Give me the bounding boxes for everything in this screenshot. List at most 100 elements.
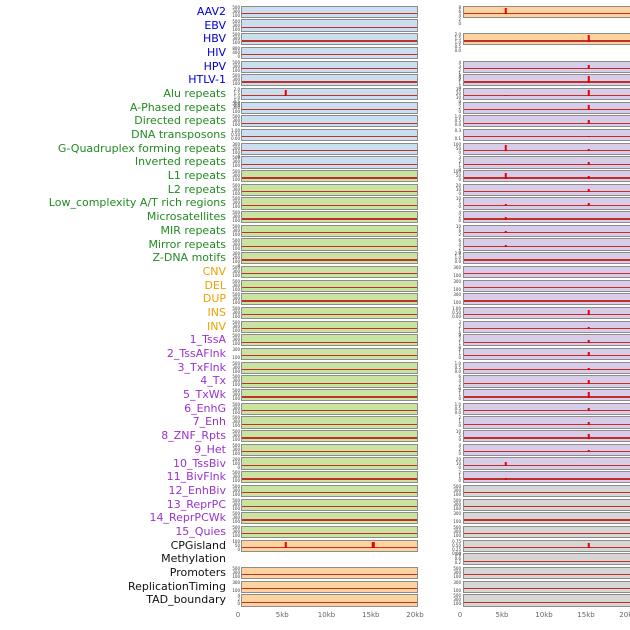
ytick-label: 0.25: [452, 546, 461, 552]
track-panel-left: [241, 498, 418, 511]
ytick-label: 300: [232, 296, 240, 302]
signal-baseline: [242, 40, 417, 42]
ytick-label: 6: [458, 8, 461, 14]
left-panel-yticks: 500 300 100: [229, 156, 241, 168]
track-panel-right: [463, 238, 630, 251]
left-panel-yticks: 500 300 100: [229, 567, 241, 579]
ytick-label: 300: [232, 159, 240, 165]
left-panel-yticks: 1.00 0.50 0.00: [229, 129, 241, 141]
left-panel-yticks: 500 300 100: [229, 483, 241, 497]
x-axis-tick-label: 15kb: [362, 611, 380, 620]
track-row: Directed repeats 500 300 100 1.0 0.5 0.0: [0, 115, 630, 129]
ytick-label: 4: [458, 241, 461, 247]
signal-peak: [587, 542, 590, 549]
ytick-label: 100: [453, 574, 461, 580]
row-label: 5_TxWk: [183, 389, 226, 402]
ytick-label: 0.50: [231, 132, 240, 138]
ytick-label: 500: [453, 524, 461, 530]
row-label: 11_BivFlnk: [166, 471, 226, 484]
ytick-label: 2: [458, 16, 461, 22]
ytick-label: 2: [458, 347, 461, 353]
signal-baseline: [242, 341, 417, 343]
signal-baseline: [242, 204, 417, 206]
ytick-label: 300: [232, 141, 240, 147]
ytick-label: 100: [453, 601, 461, 607]
ytick-label: 500: [232, 223, 240, 229]
ytick-label: 20: [455, 182, 461, 188]
left-panel-yticks: 500 300 100: [229, 334, 241, 346]
track-panel-left: [241, 115, 418, 128]
ytick-label: 0: [237, 546, 240, 552]
row-label: 13_ReprPC: [166, 498, 226, 511]
ytick-label: 100: [453, 532, 461, 538]
ytick-label: 1: [458, 81, 461, 87]
track-row: EBV 500 300 100: [0, 19, 630, 33]
track-row: CPGisland 100 50 0 0.75 0.50 0.25 0.00: [0, 539, 630, 555]
ytick-label: 500: [232, 73, 240, 79]
ytick-label: 1.5: [454, 36, 461, 42]
row-label: HIV: [206, 46, 226, 59]
ytick-label: 500: [232, 333, 240, 339]
track-panel-right: [463, 484, 630, 497]
right-panel-yticks: 500 300 100: [418, 567, 463, 579]
left-panel-yticks: 500 300 100: [229, 60, 241, 73]
track-panel-right: [463, 183, 630, 196]
ytick-label: 400: [232, 49, 240, 55]
ytick-label: 300: [232, 515, 240, 521]
signal-baseline: [464, 355, 630, 357]
track-row: HBV 500 300 100 2.0 1.5 1.0 0.5 0.0: [0, 32, 630, 53]
left-panel-yticks: 800 400 0: [229, 45, 241, 59]
signal-baseline: [242, 519, 417, 521]
ytick-label: 300: [232, 77, 240, 83]
signal-baseline: [464, 382, 630, 384]
signal-peak: [504, 95, 507, 97]
left-panel-yticks: 300 100: [229, 580, 241, 593]
ytick-label: 300: [232, 364, 240, 370]
ytick-label: 100: [232, 149, 240, 155]
left-panel-yticks: 300 100: [229, 348, 241, 360]
ytick-label: 300: [453, 597, 461, 603]
left-panel-yticks: 500 300 100: [229, 360, 241, 374]
ytick-label: 100: [453, 505, 461, 511]
ytick-label: 2: [458, 159, 461, 165]
row-label: TAD_boundary: [146, 594, 226, 607]
ytick-label: 300: [232, 282, 240, 288]
track-row: Z-DNA motifs 300 200 100 0 2.0 1.0 0.0: [0, 251, 630, 268]
ytick-label: 500: [232, 483, 240, 489]
signal-baseline: [464, 163, 630, 165]
left-panel-yticks: 300 200 100 0: [229, 141, 241, 158]
track-panel-right: [463, 334, 630, 347]
signal-peak: [587, 433, 590, 439]
signal-peak: [587, 176, 590, 179]
signal-baseline: [464, 574, 630, 576]
signal-peak: [587, 90, 590, 97]
ytick-label: 100: [232, 272, 240, 278]
ytick-label: 1: [458, 351, 461, 357]
track-panel-left: [241, 580, 418, 593]
left-panel-yticks: 500 300 100: [229, 238, 241, 251]
track-panel-right: [463, 60, 630, 73]
ytick-label: 100: [232, 26, 240, 32]
left-panel-yticks: 500 300 100: [229, 170, 241, 182]
signal-baseline: [464, 190, 630, 193]
track-row: 11_BivFlnk 500 300 100 2 1 0: [0, 470, 630, 484]
track-row: 14_ReprPCWk 500 300 100 300 100: [0, 511, 630, 525]
ytick-label: 500: [232, 360, 240, 366]
ytick-label: 800: [232, 45, 240, 51]
track-panel-right: [463, 320, 630, 333]
track-panel-left: [241, 142, 418, 155]
track-panel-left: [241, 74, 418, 87]
row-label: HTLV-1: [188, 74, 226, 87]
ytick-label: 100: [232, 163, 240, 169]
ytick-label: 3: [458, 319, 461, 325]
signal-peak: [587, 76, 590, 83]
right-panel-yticks: 300 100: [418, 580, 463, 593]
ytick-label: 500: [453, 497, 461, 503]
signal-peak: [587, 407, 590, 412]
row-label: 6_EnhG: [184, 402, 226, 415]
track-panel-right: [463, 197, 630, 210]
track-panel-left: [241, 430, 418, 443]
